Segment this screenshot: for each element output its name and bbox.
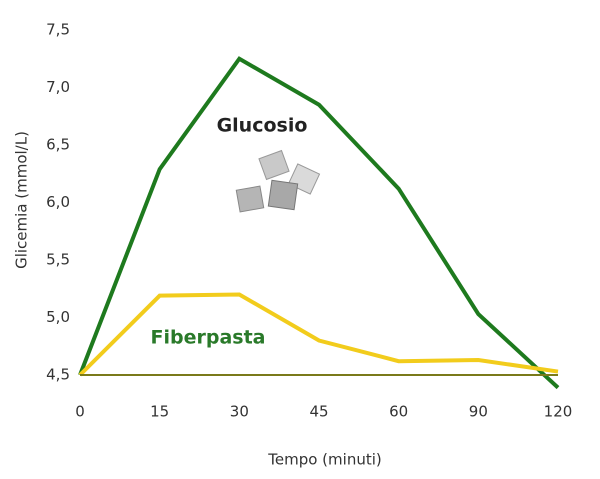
x-tick-label: 15 bbox=[150, 403, 169, 421]
x-tick-label: 30 bbox=[230, 403, 249, 421]
cube bbox=[258, 149, 290, 181]
y-tick-label: 7,5 bbox=[46, 21, 70, 39]
y-tick-label: 6,0 bbox=[46, 193, 70, 211]
y-tick-label: 6,5 bbox=[46, 136, 70, 154]
cube bbox=[235, 185, 265, 213]
series-line bbox=[78, 56, 560, 390]
y-tick-label: 4,5 bbox=[46, 366, 70, 384]
series-line bbox=[78, 292, 559, 377]
x-tick-label: 45 bbox=[309, 403, 328, 421]
x-axis-label: Tempo (minuti) bbox=[267, 451, 381, 469]
series-label: Glucosio bbox=[217, 115, 308, 137]
series-label: Fiberpasta bbox=[151, 327, 266, 349]
cube bbox=[267, 179, 299, 211]
x-tick-label: 120 bbox=[544, 403, 573, 421]
y-tick-label: 7,0 bbox=[46, 78, 70, 96]
x-tick-label: 60 bbox=[389, 403, 408, 421]
y-tick-label: 5,5 bbox=[46, 251, 70, 269]
sugar-cubes-icon bbox=[235, 149, 321, 213]
y-axis-label: Glicemia (mmol/L) bbox=[13, 131, 31, 269]
x-tick-label: 0 bbox=[75, 403, 85, 421]
y-tick-label: 5,0 bbox=[46, 308, 70, 326]
x-tick-label: 90 bbox=[469, 403, 488, 421]
